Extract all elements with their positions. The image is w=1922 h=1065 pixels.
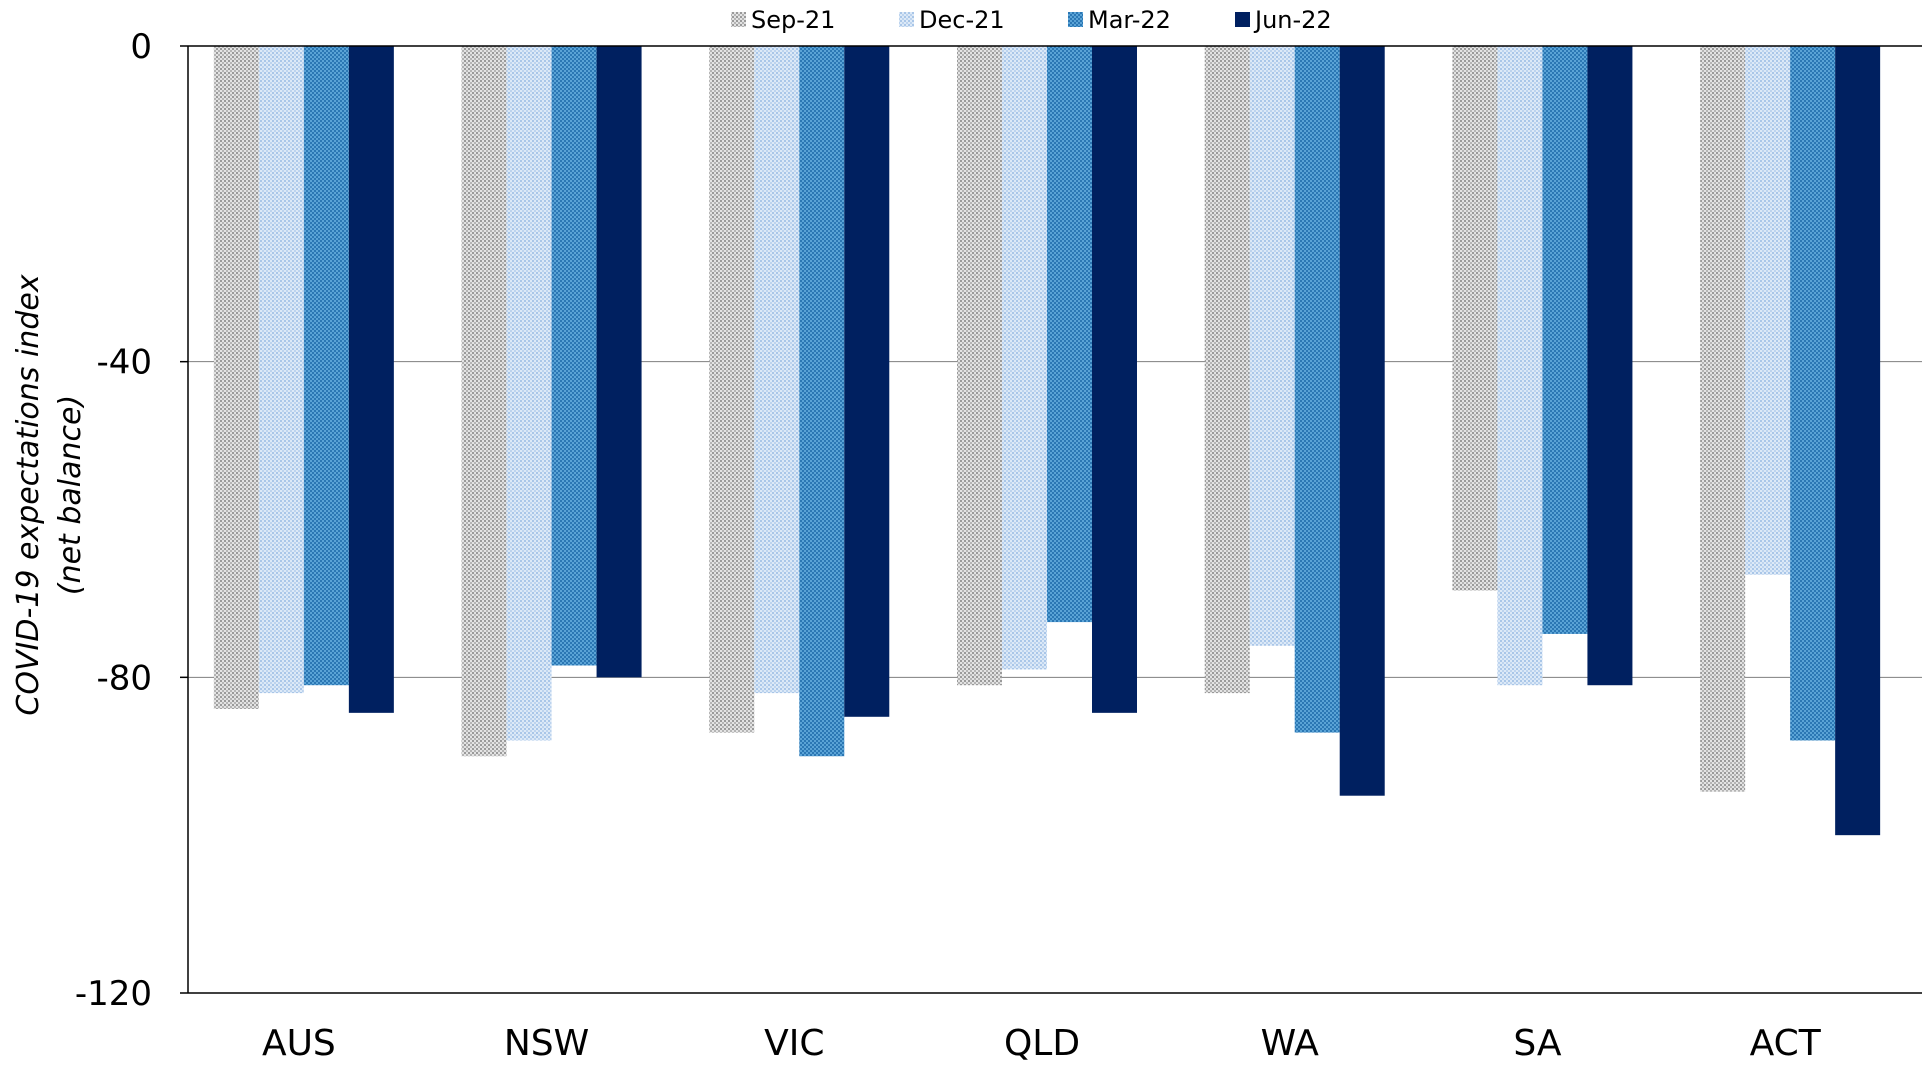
y-tick-label: -120 — [75, 974, 152, 1014]
bar-vic-sep-21 — [709, 46, 755, 733]
legend-swatch — [1068, 12, 1083, 27]
y-axis-label-unit: (net balance) — [53, 395, 88, 595]
bar-wa-jun-22 — [1339, 46, 1385, 796]
axes — [180, 45, 1922, 994]
bar-sa-mar-22 — [1542, 46, 1588, 634]
legend-label: Sep-21 — [751, 6, 835, 34]
bar-aus-sep-21 — [213, 46, 259, 709]
legend-label: Dec-21 — [919, 6, 1005, 34]
bar-act-dec-21 — [1745, 46, 1791, 575]
bar-qld-mar-22 — [1047, 46, 1092, 623]
bar-wa-mar-22 — [1294, 46, 1340, 733]
category-label: NSW — [504, 1023, 589, 1064]
y-tick-label: -40 — [96, 343, 152, 383]
category-label: SA — [1513, 1023, 1562, 1064]
legend: Sep-21 Dec-21 Mar-22 Jun-22 — [731, 6, 1332, 34]
bar-qld-sep-21 — [957, 46, 1002, 686]
bar-aus-dec-21 — [258, 46, 304, 694]
bar-nsw-mar-22 — [551, 46, 597, 666]
bar-vic-mar-22 — [799, 46, 845, 757]
category-label: WA — [1261, 1023, 1320, 1064]
bars — [213, 46, 1881, 836]
category-label: QLD — [1004, 1023, 1080, 1064]
category-label: AUS — [262, 1023, 336, 1064]
bar-qld-jun-22 — [1092, 46, 1137, 713]
legend-label: Mar-22 — [1088, 6, 1171, 34]
y-axis-label: COVID-19 expectations index — [11, 274, 46, 715]
category-label: ACT — [1750, 1023, 1822, 1064]
bar-act-sep-21 — [1700, 46, 1746, 792]
y-tick-labels: 0 -40 -80 -120 — [75, 27, 152, 1014]
legend-swatch — [731, 12, 746, 27]
bar-qld-dec-21 — [1002, 46, 1047, 670]
legend-swatch — [899, 12, 914, 27]
bar-act-jun-22 — [1835, 46, 1881, 836]
legend-label: Jun-22 — [1253, 6, 1332, 34]
bar-wa-dec-21 — [1249, 46, 1295, 646]
bar-sa-dec-21 — [1497, 46, 1543, 686]
bar-wa-sep-21 — [1204, 46, 1250, 694]
bar-vic-dec-21 — [754, 46, 800, 694]
bar-vic-jun-22 — [844, 46, 890, 717]
category-labels: AUS NSW VIC QLD WA SA ACT — [262, 1023, 1822, 1064]
y-tick-label: 0 — [130, 27, 152, 67]
bar-sa-jun-22 — [1587, 46, 1633, 686]
category-label: VIC — [764, 1023, 824, 1064]
bar-nsw-sep-21 — [461, 46, 507, 757]
bar-aus-mar-22 — [303, 46, 349, 686]
y-tick-label: -80 — [96, 658, 152, 698]
bar-nsw-dec-21 — [506, 46, 552, 741]
bar-aus-jun-22 — [348, 46, 394, 713]
bar-sa-sep-21 — [1452, 46, 1498, 591]
bar-act-mar-22 — [1790, 46, 1836, 741]
legend-swatch — [1235, 12, 1250, 27]
bar-nsw-jun-22 — [596, 46, 642, 678]
